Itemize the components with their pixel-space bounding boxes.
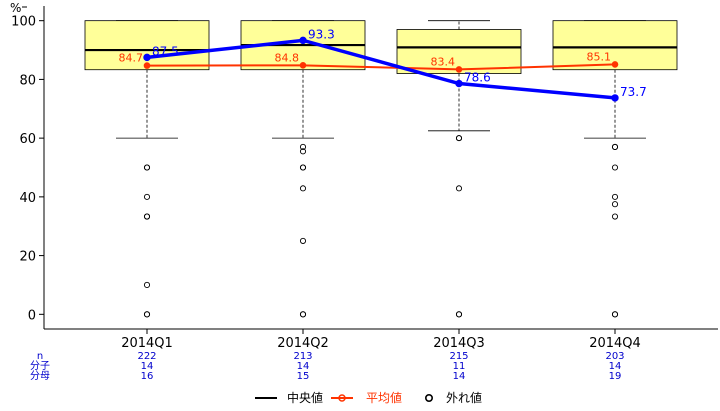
series-point bbox=[299, 36, 307, 45]
table-cell: 215 bbox=[449, 351, 468, 362]
x-tick-label: 2014Q4 bbox=[589, 336, 641, 351]
legend-label: 外れ値 bbox=[446, 390, 482, 405]
box-2014Q3 bbox=[396, 20, 522, 318]
y-tick-label: 100 bbox=[11, 15, 36, 30]
y-tick-label: 40 bbox=[19, 191, 36, 206]
table-cell: 15 bbox=[297, 371, 310, 382]
y-tick-label: 0 bbox=[28, 308, 36, 323]
series-point bbox=[611, 61, 619, 68]
series-data-label: 83.4 bbox=[431, 55, 456, 68]
series-point bbox=[143, 62, 151, 69]
table-cell: 14 bbox=[609, 361, 622, 372]
table-cell: 16 bbox=[141, 371, 154, 382]
y-tick-label: 80 bbox=[19, 73, 36, 88]
x-tick-label: 2014Q1 bbox=[121, 336, 173, 351]
outlier-point bbox=[611, 143, 619, 150]
series-data-label: 78.6 bbox=[464, 71, 491, 85]
box-2014Q4 bbox=[552, 20, 678, 318]
table-cell: 19 bbox=[609, 371, 622, 382]
outlier-point bbox=[455, 185, 463, 192]
x-ticks: 2014Q1 2014Q2 2014Q3 2014Q4 bbox=[121, 329, 641, 351]
legend-item-2: 外れ値 bbox=[424, 390, 482, 405]
table-cell: 14 bbox=[141, 361, 154, 372]
legend: 中央値 平均値 外れ値 bbox=[255, 390, 482, 405]
series-line-0 bbox=[146, 63, 616, 71]
table-cell: 11 bbox=[453, 361, 466, 372]
outlier-point bbox=[299, 311, 307, 318]
series-data-label: 85.1 bbox=[587, 50, 612, 63]
outlier-point bbox=[611, 201, 619, 208]
outlier-point bbox=[299, 148, 307, 155]
table-row-label: 分母 bbox=[30, 370, 50, 382]
series-data-label: 84.7 bbox=[119, 52, 144, 65]
series-data-label: 93.3 bbox=[308, 27, 335, 41]
outlier-point bbox=[611, 213, 619, 220]
legend-swatch bbox=[424, 393, 433, 402]
outlier-point bbox=[299, 185, 307, 192]
y-tick-label: 20 bbox=[19, 250, 36, 265]
outlier-point bbox=[143, 213, 151, 220]
table-row-label: 分子 bbox=[30, 360, 50, 372]
legend-item-0: 中央値 bbox=[255, 390, 323, 405]
outlier-point bbox=[611, 193, 619, 200]
y-ticks: 0 20 40 60 80 100 bbox=[11, 15, 44, 323]
series-point bbox=[143, 53, 151, 62]
legend-label: 平均値 bbox=[366, 390, 402, 405]
x-tick-label: 2014Q2 bbox=[277, 336, 329, 351]
series-point bbox=[455, 79, 463, 88]
series-data-label: 73.7 bbox=[620, 85, 647, 99]
series-point bbox=[299, 62, 307, 69]
outlier-point bbox=[143, 193, 151, 200]
outlier-point bbox=[143, 311, 151, 318]
y-unit-label: % bbox=[10, 1, 21, 15]
outlier-point bbox=[299, 164, 307, 171]
outlier-point bbox=[611, 164, 619, 171]
table-cell: 222 bbox=[137, 351, 156, 362]
series-point bbox=[611, 94, 619, 102]
table-cell: 213 bbox=[293, 351, 312, 362]
legend-label: 中央値 bbox=[287, 390, 323, 405]
y-tick-label: 60 bbox=[19, 132, 36, 147]
legend-swatch-point bbox=[338, 394, 346, 402]
x-tick-label: 2014Q3 bbox=[433, 336, 485, 351]
series-point bbox=[455, 66, 463, 73]
box-2014Q1 bbox=[84, 20, 210, 318]
outlier-point bbox=[455, 135, 463, 142]
table-cell: 14 bbox=[453, 371, 466, 382]
boxes bbox=[84, 20, 678, 318]
series-data-label: 87.5 bbox=[152, 44, 179, 58]
iqr-box bbox=[552, 20, 678, 71]
series-lines: 84.7 84.8 83.4 85.1 87.5 93.3 78.6 73.7 bbox=[119, 27, 647, 102]
legend-item-1: 平均値 bbox=[331, 390, 402, 405]
table-cell: 203 bbox=[605, 351, 624, 362]
series-data-label: 84.8 bbox=[275, 51, 300, 64]
outlier-point bbox=[611, 311, 619, 318]
table-cell: 14 bbox=[297, 361, 310, 372]
outlier-point bbox=[455, 311, 463, 318]
outlier-point bbox=[299, 237, 307, 244]
outlier-point bbox=[143, 281, 151, 289]
series-line-1 bbox=[146, 38, 616, 100]
outlier-point bbox=[143, 164, 151, 171]
outlier-point bbox=[299, 143, 307, 150]
iqr-box bbox=[84, 20, 210, 71]
table-row-label: n bbox=[37, 351, 43, 362]
